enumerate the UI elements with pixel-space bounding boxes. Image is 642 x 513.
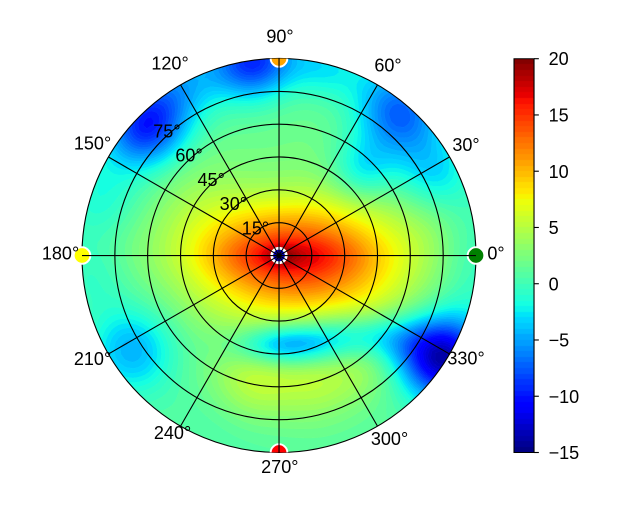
svg-text:90°: 90° bbox=[266, 27, 293, 47]
svg-text:60°: 60° bbox=[175, 146, 202, 166]
svg-text:15: 15 bbox=[549, 105, 569, 125]
svg-text:210°: 210° bbox=[74, 349, 111, 369]
svg-text:270°: 270° bbox=[261, 457, 298, 477]
svg-text:180°: 180° bbox=[42, 244, 79, 264]
svg-text:120°: 120° bbox=[151, 54, 188, 74]
svg-text:330°: 330° bbox=[447, 349, 484, 369]
svg-text:300°: 300° bbox=[371, 429, 408, 449]
svg-text:−5: −5 bbox=[549, 331, 570, 351]
svg-text:0°: 0° bbox=[487, 244, 504, 264]
svg-text:20: 20 bbox=[549, 49, 569, 69]
svg-text:−15: −15 bbox=[549, 443, 580, 463]
svg-text:0: 0 bbox=[549, 274, 559, 294]
svg-text:5: 5 bbox=[549, 218, 559, 238]
svg-text:60°: 60° bbox=[374, 55, 401, 75]
svg-text:15°: 15° bbox=[242, 218, 269, 238]
svg-text:75°: 75° bbox=[153, 121, 180, 141]
svg-text:−10: −10 bbox=[549, 387, 580, 407]
svg-text:30°: 30° bbox=[220, 194, 247, 214]
svg-text:45°: 45° bbox=[198, 170, 225, 190]
svg-text:240°: 240° bbox=[154, 423, 191, 443]
svg-text:30°: 30° bbox=[452, 135, 479, 155]
svg-text:150°: 150° bbox=[74, 134, 111, 154]
svg-text:10: 10 bbox=[549, 162, 569, 182]
